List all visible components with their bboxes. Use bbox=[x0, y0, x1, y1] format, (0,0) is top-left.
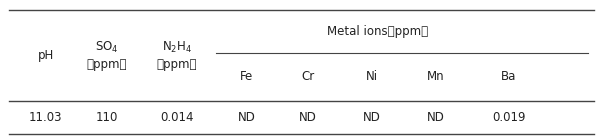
Text: Ba: Ba bbox=[501, 71, 516, 83]
Text: ND: ND bbox=[362, 111, 381, 124]
Text: ND: ND bbox=[426, 111, 445, 124]
Text: Cr: Cr bbox=[301, 71, 314, 83]
Text: Metal ions（ppm）: Metal ions（ppm） bbox=[327, 25, 428, 38]
Text: ND: ND bbox=[238, 111, 256, 124]
Text: ND: ND bbox=[298, 111, 317, 124]
Text: 0.014: 0.014 bbox=[160, 111, 194, 124]
Text: Mn: Mn bbox=[427, 71, 444, 83]
Text: N$_2$H$_4$
（ppm）: N$_2$H$_4$ （ppm） bbox=[157, 40, 197, 71]
Text: 110: 110 bbox=[96, 111, 118, 124]
Text: 11.03: 11.03 bbox=[29, 111, 63, 124]
Text: Ni: Ni bbox=[365, 71, 378, 83]
Text: Fe: Fe bbox=[240, 71, 253, 83]
Text: pH: pH bbox=[38, 49, 54, 62]
Text: SO$_4$
（ppm）: SO$_4$ （ppm） bbox=[86, 40, 127, 71]
Text: 0.019: 0.019 bbox=[491, 111, 526, 124]
